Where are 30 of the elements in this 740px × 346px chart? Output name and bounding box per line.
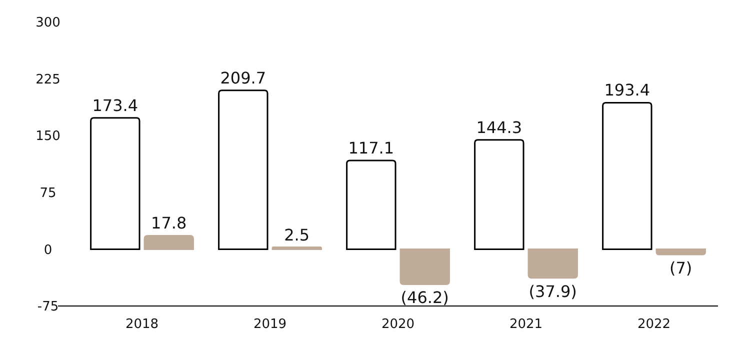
- data-label: 2.5: [284, 225, 310, 244]
- y-tick-label: 0: [44, 242, 52, 258]
- x-tick-label: 2020: [381, 317, 415, 332]
- data-label: (46.2): [400, 288, 449, 308]
- bar: [400, 248, 450, 285]
- data-label: 193.4: [604, 80, 650, 100]
- data-label: 144.3: [476, 118, 522, 137]
- bar: [474, 139, 524, 250]
- data-label: (37.9): [528, 282, 577, 301]
- x-tick-label: 2018: [125, 317, 159, 332]
- x-tick-label: 2019: [253, 317, 287, 332]
- y-tick-label: 75: [40, 186, 56, 201]
- bar: [602, 102, 652, 250]
- bar: [144, 234, 194, 250]
- data-label: (7): [670, 258, 692, 278]
- bar: [90, 117, 140, 250]
- y-tick-label: 150: [36, 129, 60, 144]
- data-label: 209.7: [220, 68, 266, 88]
- x-tick-label: 2022: [637, 317, 671, 332]
- y-tick-label: 225: [36, 72, 60, 88]
- y-tick-label: -75: [37, 300, 59, 315]
- data-label: 173.4: [92, 96, 138, 115]
- bar: [218, 90, 268, 250]
- x-tick-label: 2021: [509, 317, 543, 332]
- bar: [346, 160, 396, 250]
- y-tick-label: 300: [36, 16, 60, 31]
- bar: [656, 248, 706, 256]
- data-label: 117.1: [348, 138, 394, 158]
- bar: [528, 248, 578, 279]
- data-label: 17.8: [151, 214, 187, 233]
